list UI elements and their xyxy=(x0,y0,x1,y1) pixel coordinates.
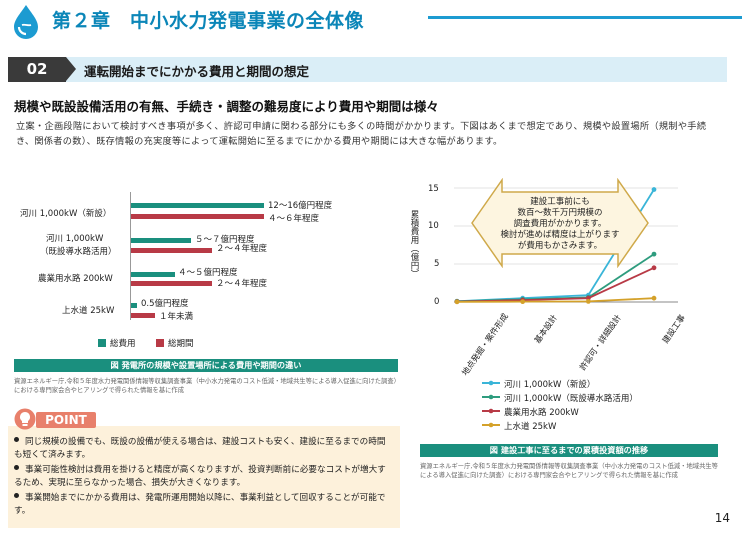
period-bar xyxy=(131,214,264,219)
period-value: １年未満 xyxy=(159,312,194,322)
total-value: ５～７億円程度 xyxy=(195,235,255,245)
bullet-icon xyxy=(14,437,19,442)
legend-label: 河川 1,000kW（既設導水路活用） xyxy=(504,394,638,404)
bullet-icon xyxy=(14,465,19,470)
period-value: ４～６年程度 xyxy=(268,214,320,224)
data-point xyxy=(454,299,460,305)
total-value: 0.5億円程度 xyxy=(141,299,189,309)
y-tick: 15 xyxy=(428,184,439,194)
x-tick: 地点発掘・案件形成 xyxy=(459,311,510,378)
period-value: ２～４年程度 xyxy=(216,244,268,254)
row-label: 河川 1,000kW xyxy=(46,234,104,244)
legend-swatch xyxy=(482,408,500,414)
legend-label: 河川 1,000kW（新設） xyxy=(504,380,596,390)
legend-swatch xyxy=(482,394,500,400)
chart2-caption: 図 建設工事に至るまでの累積投資額の推移 xyxy=(420,444,718,457)
chapter-title: 第２章 中小水力発電事業の全体像 xyxy=(52,10,365,32)
x-tick: 基本設計 xyxy=(532,312,560,346)
lightbulb-icon xyxy=(14,408,36,430)
bullet-icon xyxy=(14,493,19,498)
legend-period-label: 総期間 xyxy=(168,339,194,349)
total-bar xyxy=(131,303,137,308)
legend-swatch xyxy=(482,380,500,386)
series-line-3 xyxy=(456,297,655,303)
legend-total-swatch xyxy=(98,339,106,347)
legend-swatch xyxy=(482,422,500,428)
row-label: 河川 1,000kW（新設） xyxy=(20,209,112,219)
row-label: 農業用水路 200kW xyxy=(38,274,113,284)
period-value: ２～４年程度 xyxy=(216,279,268,289)
section-number: 02 xyxy=(8,57,66,82)
x-tick: 建設工事 xyxy=(660,312,688,346)
data-point xyxy=(651,187,657,192)
point-item: 事業開始までにかかる費用は、発電所運用開始以降に、事業利益として回収することが可… xyxy=(14,493,386,516)
point-badge: POINT xyxy=(36,412,96,428)
chart2-y-axis-label: 累積費用（億円） xyxy=(409,210,419,278)
section-bar xyxy=(8,57,727,82)
chart1-caption: 図 発電所の規模や設置場所による費用や期間の違い xyxy=(14,359,398,372)
legend-label: 上水道 25kW xyxy=(504,422,557,432)
total-value: 12～16億円程度 xyxy=(268,201,333,211)
point-box xyxy=(8,426,400,528)
section-arrow xyxy=(66,57,76,81)
callout-double-arrow xyxy=(471,178,649,268)
data-point xyxy=(651,251,657,257)
lead-heading: 規模や既設設備活用の有無、手続き・調整の難易度により費用や期間は様々 xyxy=(14,99,439,114)
legend-period-swatch xyxy=(156,339,164,347)
chart1-axis xyxy=(130,192,131,320)
body-paragraph: 立案・企画段階において検討すべき事項が多く、許認可申請に関わる部分にも多くの時間… xyxy=(16,121,707,147)
y-tick: 10 xyxy=(428,221,439,231)
row-label: 上水道 25kW xyxy=(62,306,115,316)
data-point xyxy=(520,299,526,305)
data-point xyxy=(585,298,591,304)
water-drop-logo-icon xyxy=(14,5,38,39)
period-bar xyxy=(131,248,212,253)
chart1-source: 資源エネルギー庁,令和５年度水力発電関係情報等収集調査事業（中小水力発電のコスト… xyxy=(14,378,397,394)
total-bar xyxy=(131,203,264,208)
period-bar xyxy=(131,281,212,286)
callout-text: 建設工事前にも 数百～数千万円規模の 調査費用がかかります。 検討が進めば精度は… xyxy=(500,197,620,251)
data-point xyxy=(651,295,657,301)
y-tick: 5 xyxy=(434,259,440,269)
period-bar xyxy=(131,313,155,318)
total-bar xyxy=(131,272,175,277)
row-label-sub: （既設導水路活用） xyxy=(40,247,117,257)
chart2-source: 資源エネルギー庁,令和５年度水力発電関係情報等収集調査事業（中小水力発電のコスト… xyxy=(420,463,718,479)
section-title: 運転開始までにかかる費用と期間の想定 xyxy=(84,64,310,79)
point-item: 事業可能性検討は費用を掛けると精度が高くなりますが、投資判断前に必要なコストが増… xyxy=(14,465,386,488)
total-value: ４～５億円程度 xyxy=(178,268,238,278)
data-point xyxy=(651,265,657,271)
point-item: 同じ規模の設備でも、既設の設備が使える場合は、建設コストも安く、建設に至るまでの… xyxy=(14,437,386,460)
page-number: 14 xyxy=(714,511,730,525)
y-tick: 0 xyxy=(434,297,440,307)
legend-total-label: 総費用 xyxy=(110,339,136,349)
legend-label: 農業用水路 200kW xyxy=(504,408,579,418)
title-divider xyxy=(428,16,742,19)
total-bar xyxy=(131,238,191,243)
x-tick: 許認可・詳細設計 xyxy=(577,312,624,372)
